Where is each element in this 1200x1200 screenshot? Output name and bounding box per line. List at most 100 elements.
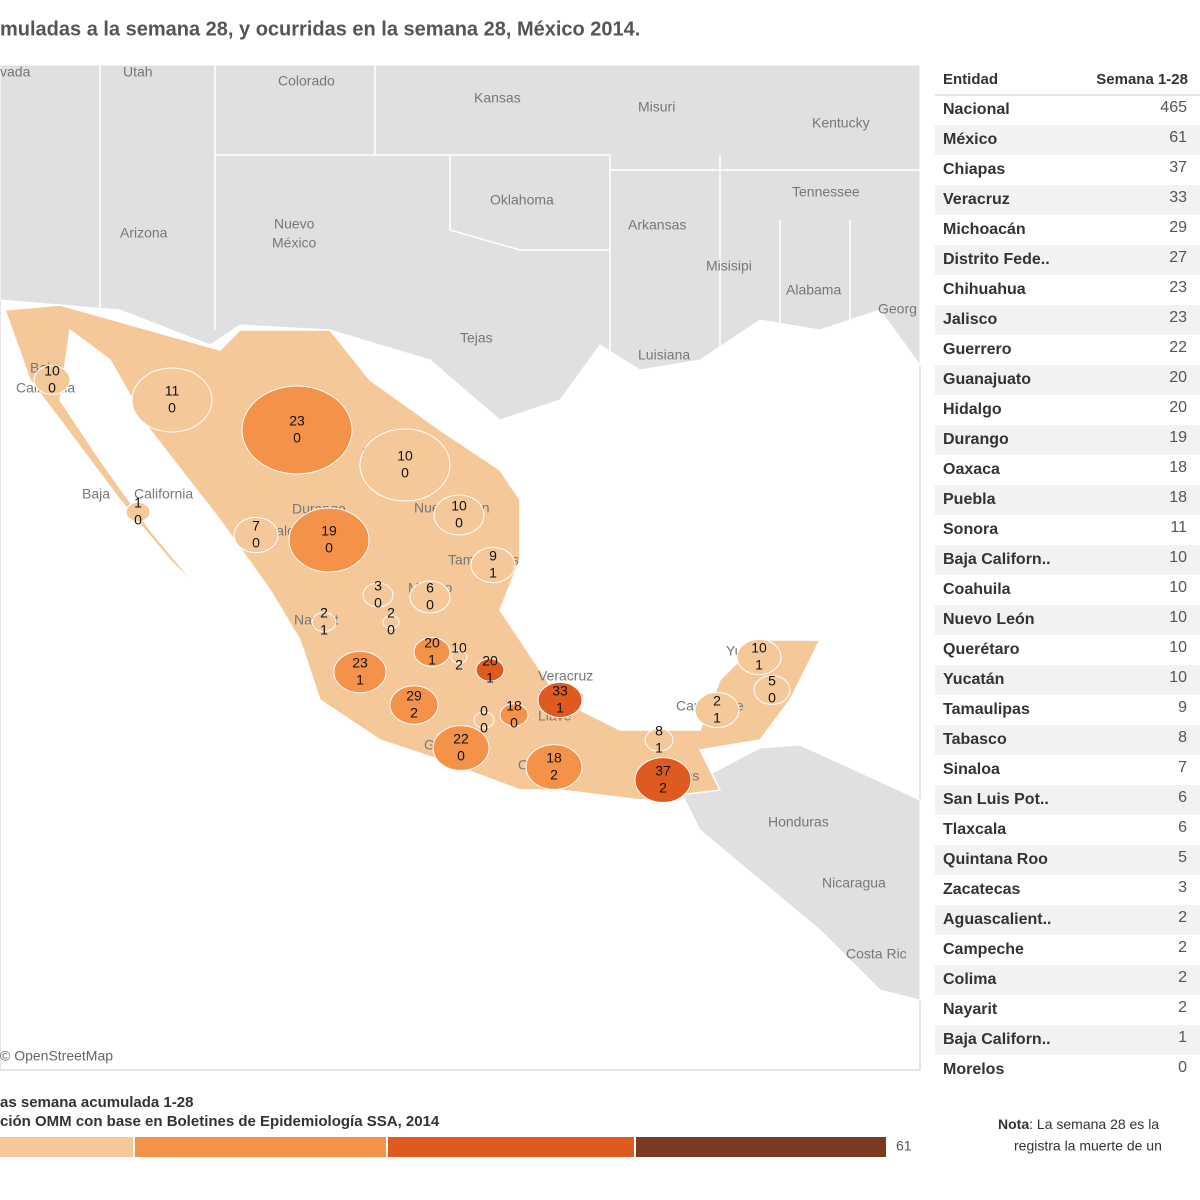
state-cases: 23 [289, 413, 305, 429]
state-cases: 2 [387, 605, 395, 621]
row-name: San Luis Pot.. [943, 791, 1049, 808]
state-shape [359, 428, 451, 502]
legend-swatch [636, 1137, 886, 1157]
state-shape [382, 615, 400, 629]
row-name: Nacional [943, 101, 1010, 118]
row-name: Michoacán [943, 221, 1026, 238]
state-shape [470, 546, 516, 584]
row-name: Veracruz [943, 191, 1010, 208]
state-cases: 11 [165, 383, 180, 399]
row-band [935, 605, 1200, 635]
row-value: 29 [1169, 219, 1187, 236]
state-shape [33, 365, 71, 395]
row-band [935, 125, 1200, 155]
row-name: Chihuahua [943, 281, 1026, 298]
place-label: Luisiana [638, 347, 690, 363]
row-value: 23 [1169, 279, 1187, 296]
state-shape [499, 703, 529, 727]
state-shape [736, 638, 782, 676]
place-label: Misisipi [706, 258, 752, 274]
row-value: 5 [1178, 849, 1187, 866]
row-name: Sinaloa [943, 761, 1000, 778]
state-week: 2 [410, 705, 418, 721]
row-value: 10 [1169, 639, 1187, 656]
row-value: 33 [1169, 189, 1187, 206]
state-cases: 19 [321, 523, 337, 539]
row-band [935, 785, 1200, 815]
legend-source: ción OMM con base en Boletines de Epidem… [0, 1113, 440, 1130]
state-shape [362, 582, 394, 608]
state-cases: 5 [768, 673, 776, 689]
state-cases: 3 [374, 578, 382, 594]
row-name: Sonora [943, 521, 998, 538]
state-cases: 10 [44, 363, 60, 379]
row-name: Durango [943, 431, 1009, 448]
legend-bar [0, 1137, 886, 1157]
state-cases: 10 [397, 448, 413, 464]
row-value: 20 [1169, 369, 1187, 386]
row-value: 9 [1178, 699, 1187, 716]
row-value: 18 [1169, 459, 1187, 476]
row-value: 465 [1160, 99, 1187, 116]
row-name: Guanajuato [943, 371, 1031, 388]
table-header: Semana 1-28 [1096, 71, 1188, 88]
us-borders [99, 65, 920, 360]
note-line-2: registra la muerte de un [1014, 1138, 1162, 1154]
row-name: Distrito Fede.. [943, 251, 1050, 268]
state-cases: 37 [655, 763, 671, 779]
row-value: 20 [1169, 399, 1187, 416]
place-label: California [134, 486, 193, 502]
row-name: Nuevo León [943, 611, 1035, 628]
place-label: Tejas [460, 330, 493, 346]
state-shape [311, 611, 337, 633]
state-cases: 1 [134, 495, 142, 511]
map-layer: vada Utah Colorado Kansas Misuri Kentucky Tenn… [0, 64, 917, 962]
state-shape [644, 728, 674, 752]
row-name: Coahuila [943, 581, 1011, 598]
state-week: 0 [293, 430, 301, 446]
row-name: Quintana Roo [943, 851, 1048, 868]
row-value: 7 [1178, 759, 1187, 776]
row-value: 18 [1169, 489, 1187, 506]
row-value: 6 [1178, 789, 1187, 806]
title: muladas a la semana 28, y ocurridas en l… [0, 18, 640, 40]
row-band [935, 965, 1200, 995]
row-band [935, 185, 1200, 215]
place-label: Colorado [278, 73, 335, 89]
row-value: 61 [1169, 129, 1187, 146]
state-cases: 20 [482, 653, 498, 669]
place-label: Baja [82, 486, 110, 502]
place-label: Arizona [120, 225, 168, 241]
note-line-1: Nota: La semana 28 es la [998, 1116, 1159, 1132]
place-label: vada [0, 64, 31, 80]
state-week: 1 [713, 710, 721, 726]
row-value: 10 [1169, 609, 1187, 626]
place-label: Misuri [638, 99, 675, 115]
state-shape [694, 691, 740, 729]
row-name: Guerrero [943, 341, 1012, 358]
place-label: Costa Ric [846, 946, 907, 962]
state-cases: 2 [320, 605, 328, 621]
place-label: Arkansas [628, 217, 686, 233]
row-name: Baja Californ.. [943, 551, 1051, 568]
state-shape [433, 494, 485, 536]
state-cases: 33 [552, 683, 568, 699]
place-label: México [272, 235, 317, 251]
row-value: 27 [1169, 249, 1187, 266]
row-value: 10 [1169, 579, 1187, 596]
place-label: Honduras [768, 814, 829, 830]
row-value: 10 [1169, 669, 1187, 686]
row-value: 0 [1178, 1059, 1187, 1076]
state-cases: 10 [751, 640, 767, 656]
row-value: 37 [1169, 159, 1187, 176]
state-week: 0 [455, 515, 463, 531]
row-band [935, 665, 1200, 695]
place-label: Nicaragua [822, 875, 886, 891]
state-week: 0 [48, 380, 56, 396]
row-name: Tabasco [943, 731, 1007, 748]
row-band [935, 305, 1200, 335]
row-name: Yucatán [943, 671, 1004, 688]
row-name: Tamaulipas [943, 701, 1030, 718]
